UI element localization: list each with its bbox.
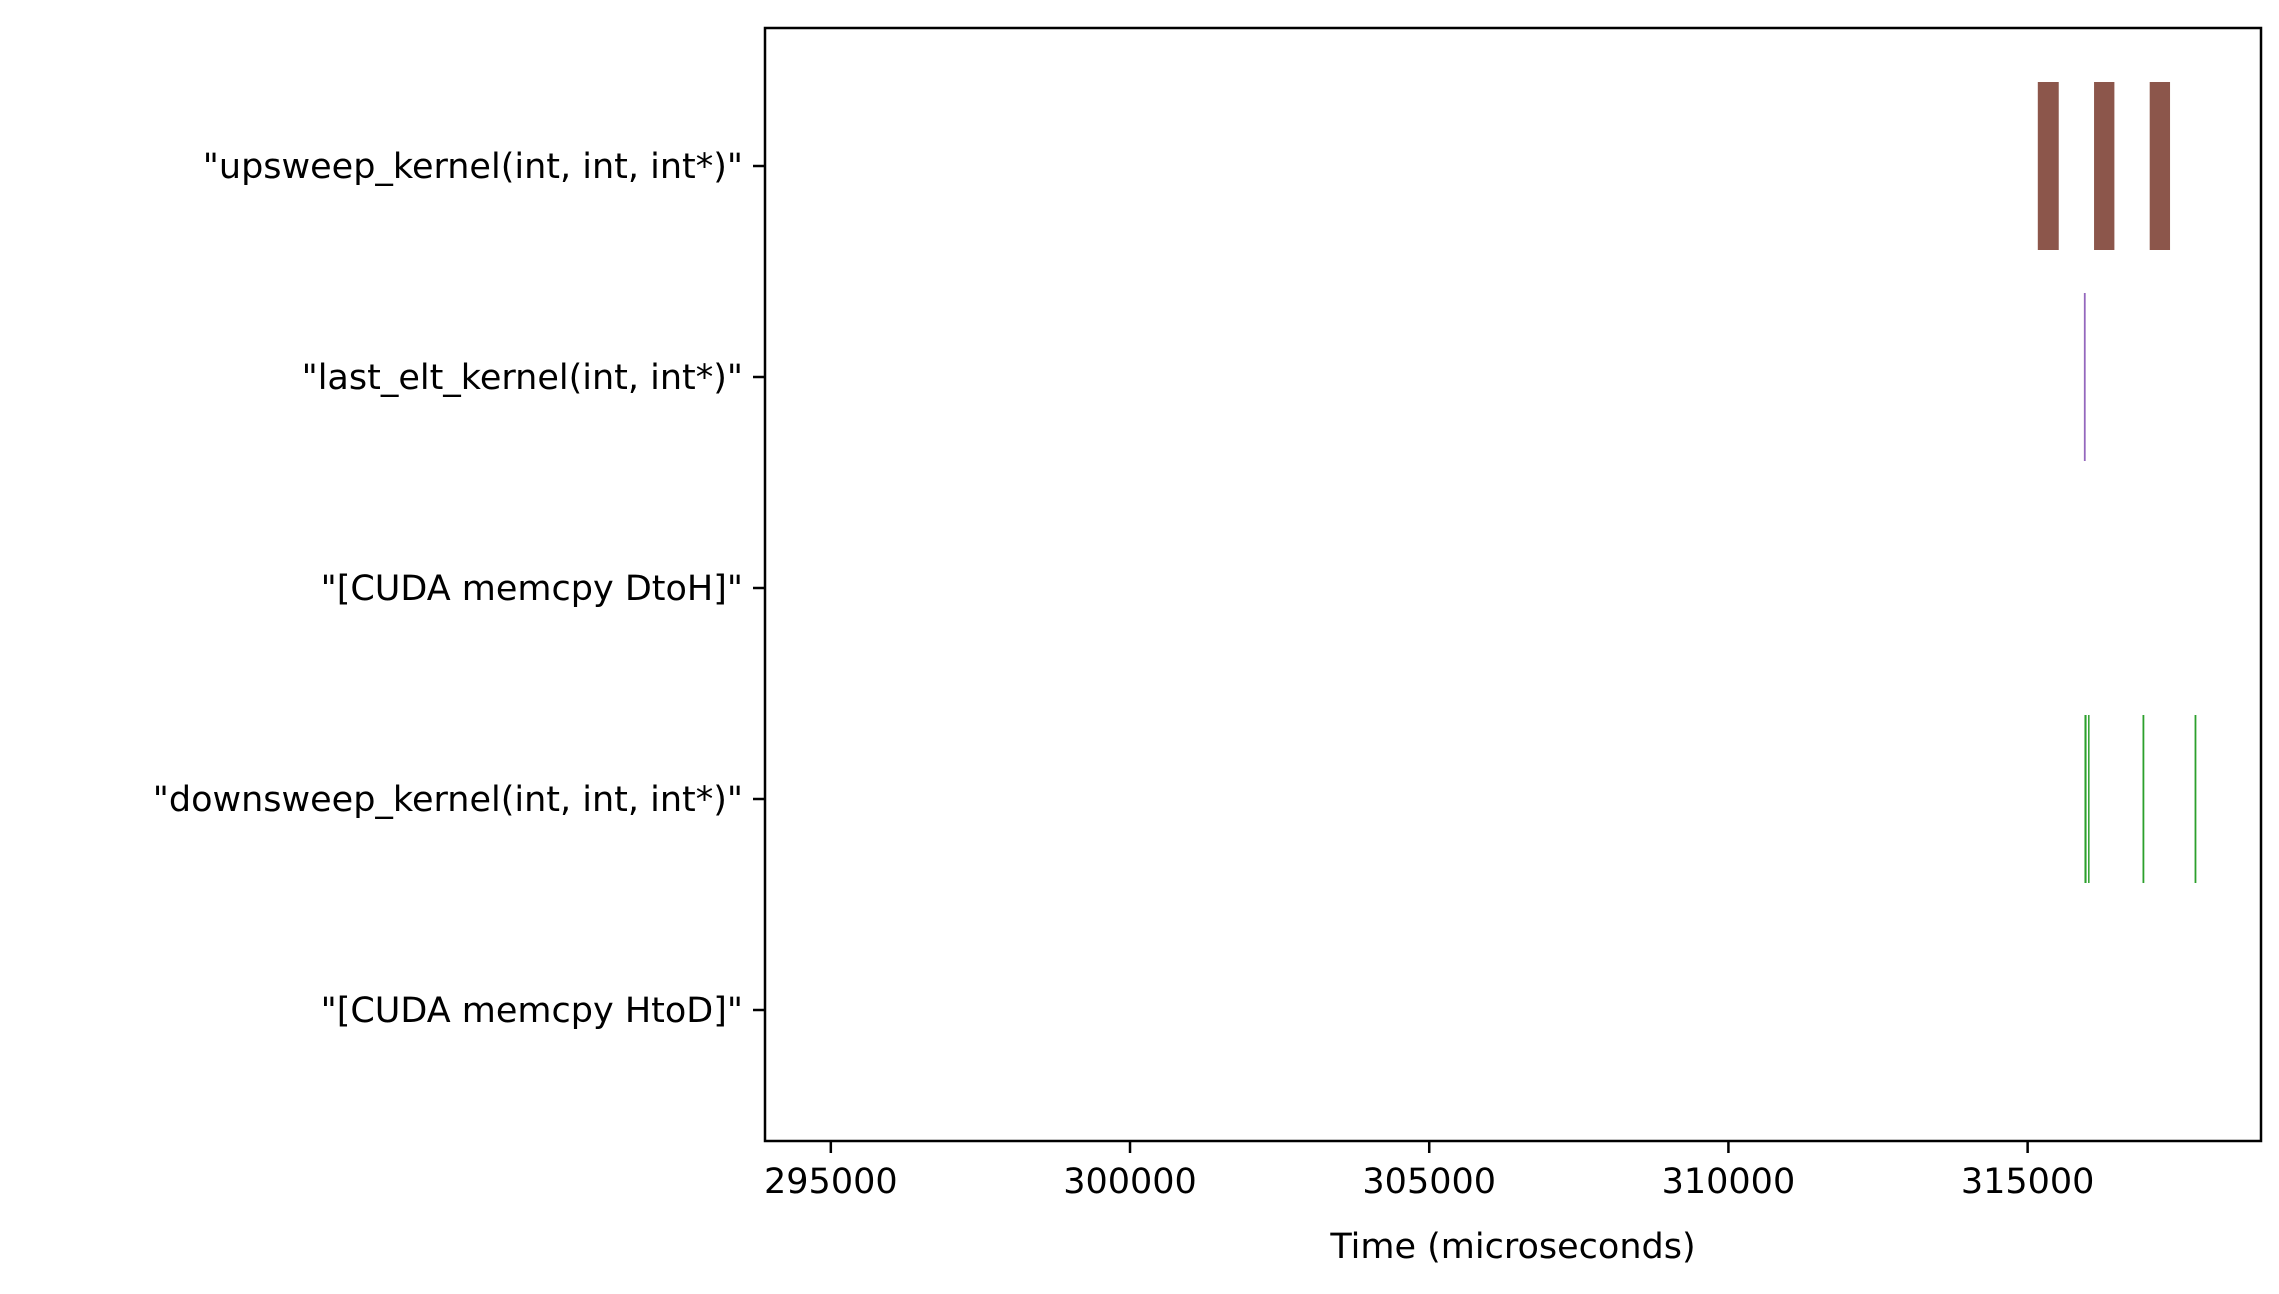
- timeline-bar: [2088, 715, 2090, 883]
- timeline-bar: [2149, 82, 2171, 250]
- bars-layer: [2037, 82, 2197, 883]
- x-axis-label: Time (microseconds): [1329, 1227, 1695, 1267]
- timeline-bar: [2094, 82, 2115, 250]
- x-tick-label: 315000: [1961, 1162, 2095, 1202]
- y-tick-label: "last_elt_kernel(int, int*)": [302, 358, 743, 398]
- timeline-bar: [2194, 715, 2197, 883]
- plot-area: [765, 28, 2261, 1141]
- timeline-bar: [2037, 82, 2059, 250]
- y-tick-label: "[CUDA memcpy HtoD]": [321, 991, 743, 1031]
- x-axis: 295000 300000 305000 310000 315000: [764, 1141, 2094, 1202]
- timeline-bar: [2142, 715, 2145, 883]
- x-tick-label: 305000: [1362, 1162, 1496, 1202]
- y-tick-label: "[CUDA memcpy DtoH]": [321, 569, 743, 609]
- y-axis: "upsweep_kernel(int, int, int*)" "last_el…: [153, 147, 765, 1031]
- timeline-bar: [2083, 293, 2086, 461]
- x-tick-label: 295000: [764, 1162, 898, 1202]
- timeline-bar: [2084, 715, 2087, 883]
- y-tick-label: "downsweep_kernel(int, int, int*)": [153, 780, 743, 820]
- x-tick-label: 300000: [1063, 1162, 1197, 1202]
- y-tick-label: "upsweep_kernel(int, int, int*)": [203, 147, 743, 187]
- plot-frame: [763, 26, 2263, 1143]
- x-tick-label: 310000: [1662, 1162, 1796, 1202]
